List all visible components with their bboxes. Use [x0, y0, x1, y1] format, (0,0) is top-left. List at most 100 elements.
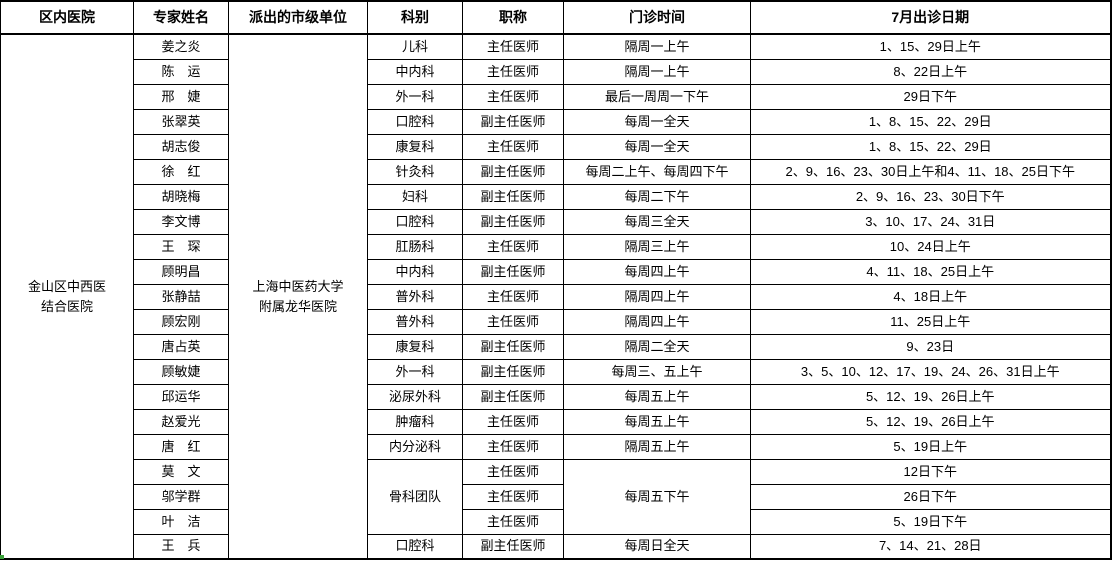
header-department: 科别 [367, 0, 463, 35]
title-cell: 主任医师 [462, 508, 564, 535]
dates-cell: 3、10、17、24、31日 [750, 208, 1111, 235]
time-cell: 隔周二全天 [563, 333, 751, 360]
time-cell: 每周三全天 [563, 208, 751, 235]
title-cell: 主任医师 [462, 483, 564, 510]
table-row: 赵爱光 肿瘤科 主任医师 每周五上午 5、12、19、26日上午 [1, 408, 1111, 435]
table-row: 唐 红 内分泌科 主任医师 隔周五上午 5、19日上午 [1, 433, 1111, 460]
table-row: 陈 运 中内科 主任医师 隔周一上午 8、22日上午 [1, 58, 1111, 85]
dates-cell: 1、8、15、22、29日 [750, 108, 1111, 135]
dates-cell: 1、8、15、22、29日 [750, 133, 1111, 160]
title-cell: 主任医师 [462, 233, 564, 260]
table-row: 邢 婕 外一科 主任医师 最后一周周一下午 29日下午 [1, 83, 1111, 110]
title-cell: 副主任医师 [462, 333, 564, 360]
title-cell: 副主任医师 [462, 208, 564, 235]
expert-name-cell: 王 琛 [133, 233, 229, 260]
title-cell: 主任医师 [462, 33, 564, 60]
expert-name-cell: 张静喆 [133, 283, 229, 310]
dates-cell: 10、24日上午 [750, 233, 1111, 260]
time-cell: 每周日全天 [563, 533, 751, 560]
expert-name-cell: 张翠英 [133, 108, 229, 135]
title-cell: 主任医师 [462, 308, 564, 335]
expert-name-cell: 邢 婕 [133, 83, 229, 110]
dates-cell: 11、25日上午 [750, 308, 1111, 335]
table-row: 张静喆 普外科 主任医师 隔周四上午 4、18日上午 [1, 283, 1111, 310]
expert-name-cell: 姜之炎 [133, 33, 229, 60]
dept-cell: 中内科 [367, 58, 463, 85]
time-cell: 每周一全天 [563, 133, 751, 160]
expert-name-cell: 王 兵 [133, 533, 229, 560]
time-team-cell: 每周五下午 [563, 458, 751, 535]
table-row: 张翠英 口腔科 副主任医师 每周一全天 1、8、15、22、29日 [1, 108, 1111, 135]
dates-cell: 5、19日下午 [750, 508, 1111, 535]
table-row: 叶 洁 主任医师 5、19日下午 [1, 508, 1111, 535]
dates-cell: 4、18日上午 [750, 283, 1111, 310]
header-row: 区内医院 专家姓名 派出的市级单位 科别 职称 门诊时间 7月出诊日期 [0, 0, 1111, 35]
title-cell: 副主任医师 [462, 183, 564, 210]
dates-cell: 5、12、19、26日上午 [750, 408, 1111, 435]
expert-name-cell: 唐占英 [133, 333, 229, 360]
time-cell: 隔周三上午 [563, 233, 751, 260]
dates-cell: 1、15、29日上午 [750, 33, 1111, 60]
table-row: 王 兵 口腔科 副主任医师 每周日全天 7、14、21、28日 [1, 533, 1111, 560]
expert-name-cell: 顾明昌 [133, 258, 229, 285]
expert-name-cell: 叶 洁 [133, 508, 229, 535]
title-cell: 主任医师 [462, 83, 564, 110]
hospital-cell: 金山区中西医 结合医院 [0, 33, 134, 560]
time-cell: 最后一周周一下午 [563, 83, 751, 110]
dept-cell: 口腔科 [367, 208, 463, 235]
dates-cell: 12日下午 [750, 458, 1111, 485]
dept-cell: 肛肠科 [367, 233, 463, 260]
dates-cell: 2、9、16、23、30日下午 [750, 183, 1111, 210]
dates-cell: 4、11、18、25日上午 [750, 258, 1111, 285]
expert-name-cell: 邱运华 [133, 383, 229, 410]
expert-name-cell: 陈 运 [133, 58, 229, 85]
title-cell: 主任医师 [462, 458, 564, 485]
corner-selection-handle [0, 555, 4, 559]
time-cell: 隔周五上午 [563, 433, 751, 460]
dept-cell: 康复科 [367, 333, 463, 360]
header-district-hospital: 区内医院 [0, 0, 134, 35]
title-cell: 主任医师 [462, 133, 564, 160]
dates-cell: 29日下午 [750, 83, 1111, 110]
table-row: 胡晓梅 妇科 副主任医师 每周二下午 2、9、16、23、30日下午 [1, 183, 1111, 210]
expert-name-cell: 莫 文 [133, 458, 229, 485]
table-row: 顾宏刚 普外科 主任医师 隔周四上午 11、25日上午 [1, 308, 1111, 335]
dates-cell: 26日下午 [750, 483, 1111, 510]
title-cell: 主任医师 [462, 58, 564, 85]
table-row: 邬学群 主任医师 26日下午 [1, 483, 1111, 510]
expert-name-cell: 李文博 [133, 208, 229, 235]
time-cell: 隔周一上午 [563, 58, 751, 85]
expert-name-cell: 胡志俊 [133, 133, 229, 160]
title-cell: 副主任医师 [462, 358, 564, 385]
dates-cell: 5、19日上午 [750, 433, 1111, 460]
dept-cell: 外一科 [367, 358, 463, 385]
unit-cell: 上海中医药大学 附属龙华医院 [228, 33, 368, 560]
dept-cell: 口腔科 [367, 533, 463, 560]
header-expert-name: 专家姓名 [133, 0, 229, 35]
header-title: 职称 [462, 0, 564, 35]
time-cell: 每周五上午 [563, 383, 751, 410]
time-cell: 每周三、五上午 [563, 358, 751, 385]
expert-name-cell: 胡晓梅 [133, 183, 229, 210]
table-row: 唐占英 康复科 副主任医师 隔周二全天 9、23日 [1, 333, 1111, 360]
table-row: 顾敏婕 外一科 副主任医师 每周三、五上午 3、5、10、12、17、19、24… [1, 358, 1111, 385]
time-cell: 每周四上午 [563, 258, 751, 285]
time-cell: 每周二下午 [563, 183, 751, 210]
table-row: 徐 红 针灸科 副主任医师 每周二上午、每周四下午 2、9、16、23、30日上… [1, 158, 1111, 185]
title-cell: 副主任医师 [462, 258, 564, 285]
dates-cell: 7、14、21、28日 [750, 533, 1111, 560]
dept-cell: 泌尿外科 [367, 383, 463, 410]
title-cell: 副主任医师 [462, 383, 564, 410]
expert-name-cell: 顾敏婕 [133, 358, 229, 385]
table-row: 李文博 口腔科 副主任医师 每周三全天 3、10、17、24、31日 [1, 208, 1111, 235]
expert-name-cell: 徐 红 [133, 158, 229, 185]
table-row: 顾明昌 中内科 副主任医师 每周四上午 4、11、18、25日上午 [1, 258, 1111, 285]
expert-name-cell: 赵爱光 [133, 408, 229, 435]
dates-cell: 8、22日上午 [750, 58, 1111, 85]
dates-cell: 9、23日 [750, 333, 1111, 360]
title-cell: 副主任医师 [462, 533, 564, 560]
dept-cell: 口腔科 [367, 108, 463, 135]
dates-cell: 5、12、19、26日上午 [750, 383, 1111, 410]
header-dispatch-unit: 派出的市级单位 [228, 0, 368, 35]
